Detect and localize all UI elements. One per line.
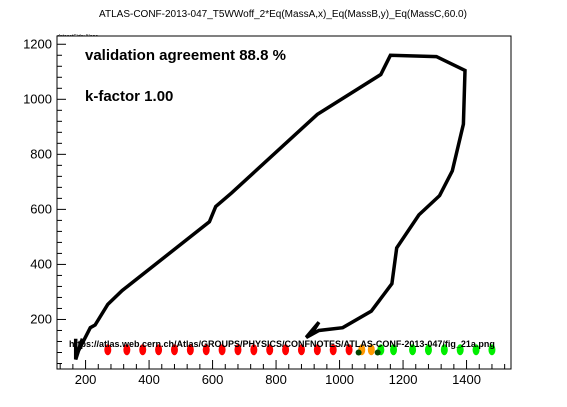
- plot-frame: [56, 35, 512, 370]
- data-point: [202, 344, 210, 356]
- y-tick-label: 600: [30, 201, 52, 216]
- y-tick-label: 1200: [23, 36, 52, 51]
- axis-ticks: 200 400 600 800 1000 1200 1400 200 400 600 800 1000…: [23, 36, 506, 387]
- x-tick-label: 200: [75, 372, 97, 387]
- y-tick-label: 800: [30, 146, 52, 161]
- data-point: [345, 344, 353, 356]
- data-point: [456, 344, 464, 356]
- scatter-points: [104, 344, 496, 356]
- data-point: [282, 344, 290, 356]
- plot-area: [56, 35, 512, 370]
- y-tick-label: 200: [30, 311, 52, 326]
- data-point: [424, 344, 432, 356]
- data-point: [155, 344, 163, 356]
- x-tick-label: 1200: [389, 372, 418, 387]
- exclusion-contour: [73, 53, 467, 360]
- chart-title: ATLAS-CONF-2013-047_T5WWoff_2*Eq(MassA,x…: [99, 9, 467, 20]
- data-point: [440, 344, 448, 356]
- kfactor-annotation: k-factor 1.00: [85, 88, 173, 105]
- x-tick-label: 1400: [452, 372, 481, 387]
- source-url-annotation: https://atlas.web.cern.ch/Atlas/GROUPS/P…: [69, 339, 495, 349]
- y-tick-label: 400: [30, 256, 52, 271]
- x-tick-label: 600: [202, 372, 224, 387]
- data-point: [329, 344, 337, 356]
- data-point: [297, 344, 305, 356]
- data-point: [374, 349, 381, 356]
- data-point: [266, 344, 274, 356]
- data-point: [472, 344, 480, 356]
- data-point: [186, 344, 194, 356]
- data-point: [367, 344, 375, 356]
- data-point: [355, 349, 362, 356]
- data-point: [390, 344, 398, 356]
- data-point: [104, 344, 112, 356]
- x-tick-label: 400: [138, 372, 160, 387]
- y-tick-label: 1000: [23, 91, 52, 106]
- x-tick-label: 800: [265, 372, 287, 387]
- x-tick-label: 1000: [325, 372, 354, 387]
- data-point: [234, 344, 242, 356]
- data-point: [313, 344, 321, 356]
- data-point: [250, 344, 258, 356]
- contour-line: [73, 53, 467, 360]
- data-point: [409, 344, 417, 356]
- data-point: [488, 344, 496, 356]
- data-point: [123, 344, 131, 356]
- agreement-annotation: validation agreement 88.8 %: [85, 47, 286, 64]
- data-point: [170, 344, 178, 356]
- data-point: [139, 344, 147, 356]
- data-point: [218, 344, 226, 356]
